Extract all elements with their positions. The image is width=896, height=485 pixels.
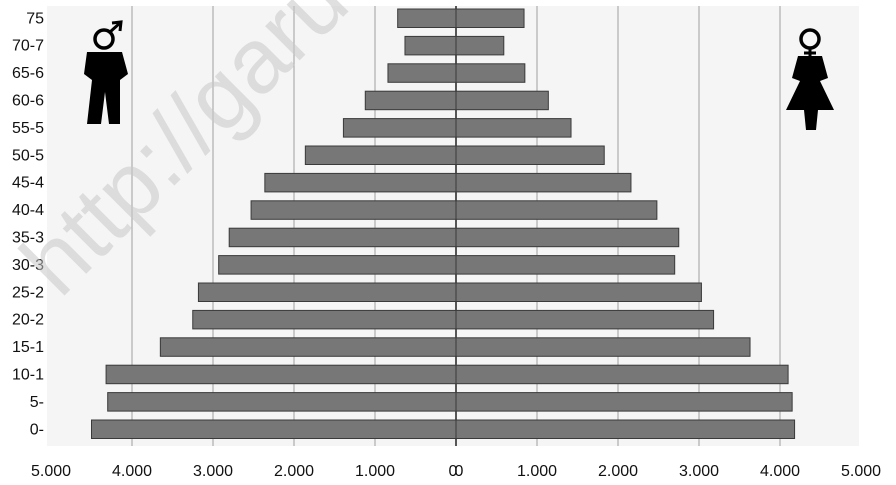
female-figure-icon: [786, 28, 834, 130]
y-tick-label: 20-2: [12, 312, 44, 329]
y-tick-label: 15-1: [12, 339, 44, 356]
bar-male-65-6: [387, 63, 457, 83]
bar-female-15-1: [455, 337, 751, 357]
y-axis-labels: 75 70-7 65-6 60-6 55-5 50-5 45-4 40-4 35-3 30-3 25…: [12, 10, 44, 438]
y-tick-label: 70-7: [12, 38, 44, 55]
bars: [91, 8, 796, 439]
y-tick-label: 35-3: [12, 229, 44, 246]
bar-female-25-2: [455, 282, 702, 302]
bar-female-40-4: [455, 200, 658, 220]
bar-male-55-5: [342, 118, 457, 138]
bar-female-35-3: [455, 227, 680, 248]
bar-male-30-3: [218, 255, 457, 275]
y-tick-label: 0-: [30, 421, 44, 438]
y-tick-label: 75: [26, 10, 44, 27]
x-tick-label: 3.000: [679, 463, 719, 480]
x-tick-label: 5.000: [841, 463, 881, 480]
y-tick-label: 65-6: [12, 65, 44, 82]
y-tick-label: 10-1: [12, 366, 44, 383]
y-tick-label: 55-5: [12, 120, 44, 137]
bar-female-0-: [455, 419, 796, 439]
bar-male-75: [397, 8, 457, 28]
x-tick-label: 4.000: [760, 463, 800, 480]
y-tick-label: 50-5: [12, 147, 44, 164]
y-tick-label: 5-: [30, 394, 44, 411]
bar-female-5-: [455, 392, 793, 412]
bar-male-20-2: [192, 309, 457, 330]
bar-female-55-5: [455, 118, 572, 138]
y-tick-label: 25-2: [12, 284, 44, 301]
y-tick-label: 45-4: [12, 175, 44, 192]
x-tick-label: 2.000: [598, 463, 638, 480]
bar-female-30-3: [455, 255, 676, 275]
bar-male-25-2: [197, 282, 457, 302]
x-tick-label: 4.000: [112, 463, 152, 480]
x-tick-label: 1.000: [517, 463, 557, 480]
bar-male-15-1: [159, 337, 457, 357]
bar-male-70-7: [404, 35, 457, 56]
x-tick-label: 3.000: [193, 463, 233, 480]
x-tick-label: 0: [449, 463, 458, 480]
bar-male-5-: [107, 392, 457, 412]
bar-male-40-4: [250, 200, 457, 220]
bar-male-45-4: [264, 172, 457, 193]
x-tick-label: 1.000: [355, 463, 395, 480]
x-tick-label: 5.000: [31, 463, 71, 480]
bar-female-45-4: [455, 172, 632, 193]
bar-male-50-5: [304, 145, 457, 165]
y-tick-label: 30-3: [12, 257, 44, 274]
bar-male-35-3: [228, 227, 457, 248]
bar-male-0-: [91, 419, 457, 439]
bar-female-50-5: [455, 145, 605, 165]
bar-female-60-6: [455, 90, 549, 111]
bar-female-70-7: [455, 35, 505, 56]
bar-female-75: [455, 8, 525, 28]
x-tick-label: 0: [455, 463, 464, 480]
bar-female-65-6: [455, 63, 526, 83]
bar-male-60-6: [364, 90, 457, 111]
y-tick-label: 40-4: [12, 202, 44, 219]
x-axis-labels: 5.000 4.000 3.000 2.000 1.000 00 1.000 2.000 3.0…: [31, 463, 881, 480]
y-tick-label: 60-6: [12, 92, 44, 109]
male-figure-icon: [84, 20, 128, 124]
bar-female-20-2: [455, 309, 715, 330]
bar-male-10-1: [105, 364, 457, 385]
bar-female-10-1: [455, 364, 789, 385]
x-tick-label: 2.000: [274, 463, 314, 480]
